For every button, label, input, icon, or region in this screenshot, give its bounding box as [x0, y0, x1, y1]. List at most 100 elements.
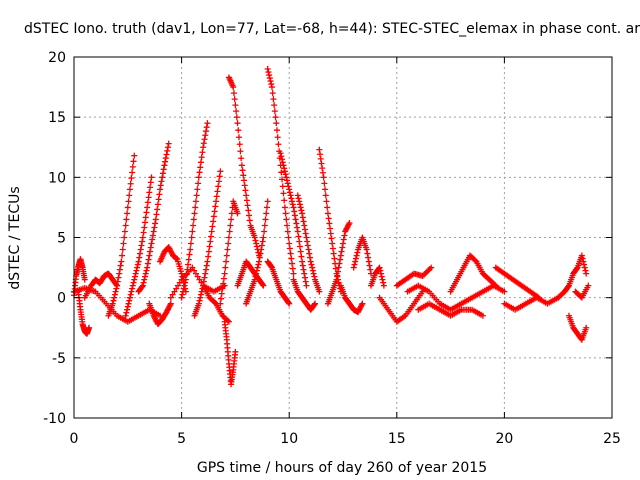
data-point: [190, 216, 197, 223]
data-point: [230, 90, 237, 97]
data-point: [582, 267, 589, 274]
data-point: [253, 270, 260, 277]
data-point: [121, 234, 128, 241]
data-point: [332, 265, 339, 272]
data-point: [201, 274, 208, 281]
data-point: [209, 223, 216, 230]
data-point: [147, 244, 154, 251]
data-point: [334, 268, 341, 275]
data-point: [296, 198, 303, 205]
data-point: [284, 180, 291, 187]
data-point: [143, 267, 150, 274]
data-point: [197, 294, 204, 301]
data-point: [288, 195, 295, 202]
data-point: [124, 204, 131, 211]
data-point: [205, 248, 212, 255]
data-point: [367, 266, 374, 273]
data-point: [208, 228, 215, 235]
data-point: [226, 228, 233, 235]
data-point: [124, 306, 131, 313]
data-point: [110, 297, 117, 304]
data-point: [253, 240, 260, 247]
data-point: [140, 279, 147, 286]
x-tick-label: 15: [388, 431, 406, 447]
data-point: [227, 222, 234, 229]
data-point: [275, 141, 282, 148]
data-points: [71, 66, 592, 388]
data-point: [187, 246, 194, 253]
data-point: [305, 246, 312, 253]
data-point: [139, 234, 146, 241]
data-point: [164, 144, 171, 151]
data-point: [124, 303, 131, 310]
data-point: [287, 192, 294, 199]
data-point: [167, 294, 174, 301]
data-point: [316, 288, 323, 295]
data-point: [283, 216, 290, 223]
data-point: [583, 324, 590, 331]
data-point: [203, 262, 210, 269]
data-point: [118, 258, 125, 265]
data-point: [259, 238, 266, 245]
data-point: [130, 158, 137, 165]
data-point: [217, 300, 224, 307]
data-point: [146, 189, 153, 196]
data-point: [279, 159, 286, 166]
data-point: [294, 192, 301, 199]
data-point: [264, 66, 271, 73]
data-point: [327, 225, 334, 232]
data-point: [192, 198, 199, 205]
data-point: [111, 291, 118, 298]
data-point: [164, 147, 171, 154]
data-point: [142, 219, 149, 226]
data-point: [581, 261, 588, 268]
data-point: [260, 234, 267, 241]
data-point: [157, 186, 164, 193]
data-point: [200, 140, 207, 147]
data-point: [218, 295, 225, 302]
data-point: [258, 246, 265, 253]
data-point: [136, 250, 143, 257]
data-point: [144, 264, 151, 271]
data-point: [307, 254, 314, 261]
data-point: [202, 270, 209, 277]
data-point: [146, 252, 153, 259]
y-tick-label: 0: [57, 291, 66, 307]
data-point: [353, 252, 360, 259]
data-point: [222, 264, 229, 271]
data-point: [235, 127, 242, 134]
data-point: [252, 237, 259, 244]
data-point: [267, 78, 274, 85]
data-point: [182, 276, 189, 283]
data-point: [131, 276, 138, 283]
x-tick-label: 25: [603, 431, 621, 447]
data-point: [290, 270, 297, 277]
data-point: [215, 183, 222, 190]
data-point: [213, 198, 220, 205]
data-point: [191, 267, 198, 274]
data-point: [200, 278, 207, 285]
data-point: [317, 151, 324, 158]
data-point: [125, 198, 132, 205]
y-tick-label: 15: [48, 110, 66, 126]
data-point: [179, 273, 186, 280]
y-tick-label: -10: [43, 411, 66, 427]
data-point: [252, 273, 259, 280]
data-point: [284, 177, 291, 184]
data-point: [329, 245, 336, 252]
data-point: [143, 209, 150, 216]
data-point: [129, 282, 136, 289]
data-point: [200, 144, 207, 151]
y-axis-label: dSTEC / TECUs: [7, 186, 23, 289]
data-point: [284, 222, 291, 229]
data-point: [194, 273, 201, 280]
data-point: [256, 254, 263, 261]
data-point: [251, 276, 258, 283]
data-point: [194, 186, 201, 193]
data-point: [278, 153, 285, 160]
data-point: [579, 255, 586, 262]
data-point: [295, 195, 302, 202]
data-point: [302, 278, 309, 285]
